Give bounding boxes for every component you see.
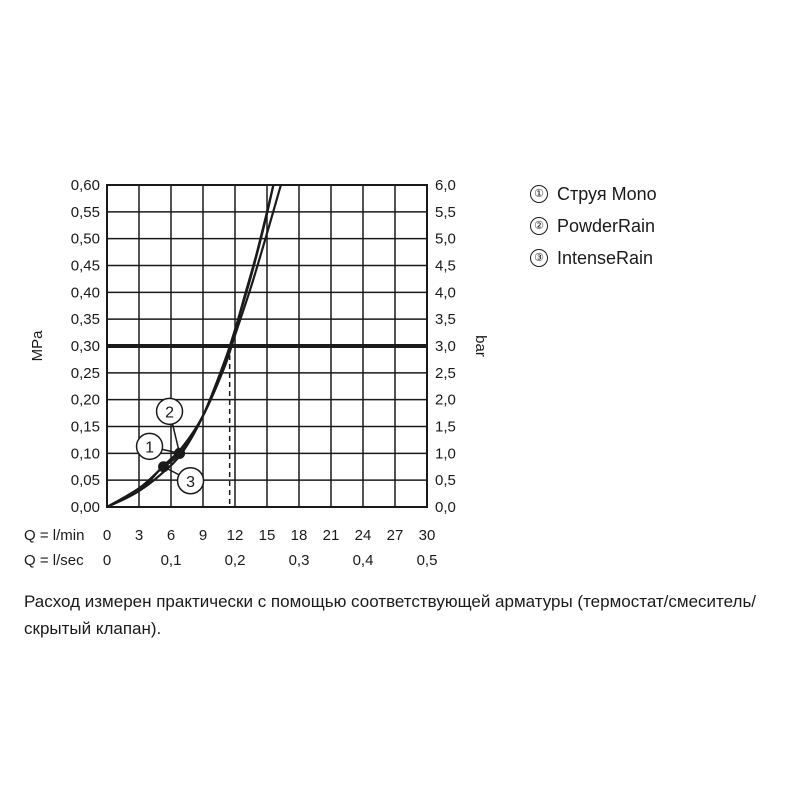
y-tick-label-right: 4,0: [435, 284, 456, 301]
x-tick-label-lsec: 0,1: [161, 552, 182, 569]
x-tick-label-lmin: 27: [387, 527, 404, 544]
x-tick-label-lsec: 0,2: [225, 552, 246, 569]
footnote: Расход измерен практически с помощью соо…: [24, 592, 757, 638]
y-tick-label-right: 5,0: [435, 231, 456, 248]
y-tick-label-left: 0,35: [71, 311, 100, 328]
y-tick-label-right: 1,0: [435, 445, 456, 462]
y-tick-label-right: 0,5: [435, 472, 456, 489]
x-tick-label-lmin: 12: [227, 527, 244, 544]
y-tick-label-right: 0,0: [435, 499, 456, 516]
x-tick-label-lmin: 18: [291, 527, 308, 544]
operating-point-3: [158, 461, 170, 473]
x-tick-label-lsec: 0: [103, 552, 111, 569]
y-tick-label-left: 0,50: [71, 231, 100, 248]
legend-item-intenserain: ③ IntenseRain: [530, 242, 657, 274]
y-tick-label-right: 2,0: [435, 392, 456, 409]
series-line-3: [107, 184, 282, 508]
legend-label-intenserain: IntenseRain: [557, 248, 654, 268]
operating-point-2: [174, 447, 186, 459]
callout-label-3: 3: [186, 474, 195, 491]
legend-marker-3: ③: [530, 249, 548, 267]
y-tick-label-left: 0,60: [71, 177, 100, 194]
x-tick-label-lmin: 3: [135, 527, 143, 544]
y-tick-label-right: 1,5: [435, 419, 456, 436]
x-tick-label-lsec: 0,4: [353, 552, 374, 569]
y-tick-label-left: 0,15: [71, 419, 100, 436]
legend-label-mono: Струя Mono: [557, 184, 657, 204]
y-tick-label-right: 3,0: [435, 338, 456, 355]
callout-label-2: 2: [165, 404, 174, 421]
y-axis-label-right: bar: [472, 335, 489, 357]
y-tick-label-left: 0,10: [71, 445, 100, 462]
y-tick-label-left: 0,20: [71, 392, 100, 409]
x-tick-label-lmin: 15: [259, 527, 276, 544]
y-tick-label-right: 3,5: [435, 311, 456, 328]
callout-circle-2: [155, 397, 184, 426]
legend-item-powderrain: ② PowderRain: [530, 210, 657, 242]
callout-circle-1: [135, 432, 164, 461]
y-axis-label-left: MPa: [29, 330, 46, 362]
y-tick-label-right: 6,0: [435, 177, 456, 194]
legend-marker-1: ①: [530, 185, 548, 203]
y-tick-label-left: 0,45: [71, 258, 100, 275]
x-tick-label-lsec: 0,5: [417, 552, 438, 569]
x-tick-label-lmin: 30: [419, 527, 436, 544]
x-axis-label-lsec: Q = l/sec: [24, 552, 84, 569]
x-tick-label-lmin: 9: [199, 527, 207, 544]
x-tick-label-lmin: 21: [323, 527, 340, 544]
callout-circle-3: [176, 467, 205, 495]
y-tick-label-right: 4,5: [435, 258, 456, 275]
legend: ① Струя Mono ② PowderRain ③ IntenseRain: [530, 178, 657, 274]
y-tick-label-left: 0,05: [71, 472, 100, 489]
x-tick-label-lmin: 24: [355, 527, 372, 544]
y-tick-label-left: 0,40: [71, 284, 100, 301]
x-tick-label-lmin: 0: [103, 527, 111, 544]
y-tick-label-right: 5,5: [435, 204, 456, 221]
x-axis-label-lmin: Q = l/min: [24, 527, 84, 544]
y-tick-label-left: 0,55: [71, 204, 100, 221]
y-tick-label-left: 0,30: [71, 338, 100, 355]
y-tick-label-left: 0,00: [71, 499, 100, 516]
x-tick-label-lmin: 6: [167, 527, 175, 544]
y-tick-label-left: 0,25: [71, 365, 100, 382]
legend-marker-2: ②: [530, 217, 548, 235]
y-tick-label-right: 2,5: [435, 365, 456, 382]
legend-item-mono: ① Струя Mono: [530, 178, 657, 210]
callout-label-1: 1: [145, 439, 154, 456]
x-tick-label-lsec: 0,3: [289, 552, 310, 569]
legend-label-powderrain: PowderRain: [557, 216, 656, 236]
